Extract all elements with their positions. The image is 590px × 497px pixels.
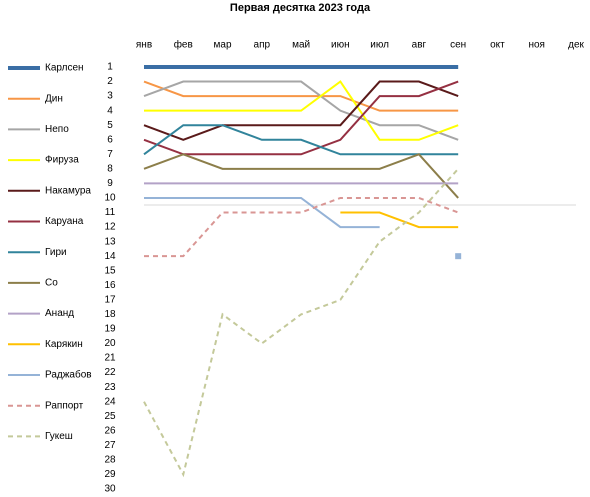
series-line — [143, 80, 459, 112]
x-tick-label: фев — [174, 39, 193, 51]
x-tick-label: май — [292, 40, 310, 51]
series-line — [340, 211, 459, 229]
y-tick-label: 30 — [104, 484, 116, 495]
x-tick-label: дек — [568, 40, 584, 51]
legend-label: Со — [45, 278, 58, 289]
legend-label: Гукеш — [45, 431, 73, 442]
legend-label: Карлсен — [45, 63, 84, 74]
y-tick-label: 5 — [107, 120, 113, 131]
y-tick-label: 3 — [107, 91, 113, 102]
x-tick-label: июн — [331, 40, 350, 51]
point — [455, 253, 462, 260]
series-line — [144, 196, 459, 258]
y-tick-label: 6 — [107, 134, 113, 145]
y-tick-label: 12 — [104, 222, 116, 233]
legend-label: Гири — [45, 247, 67, 258]
y-tick-label: 13 — [104, 236, 116, 247]
y-tick-label: 23 — [104, 382, 116, 393]
legend-label: Ананд — [45, 308, 74, 319]
x-tick-label: июл — [370, 40, 389, 51]
y-tick-label: 17 — [104, 294, 116, 305]
y-tick-label: 8 — [107, 164, 113, 175]
series-line — [144, 80, 459, 141]
series-line — [143, 80, 459, 141]
legend-label: Раппорт — [45, 400, 84, 411]
y-tick-label: 29 — [104, 469, 116, 480]
y-tick-label: 16 — [104, 280, 116, 291]
y-tick-label: 1 — [107, 62, 113, 73]
legend-label: Накамура — [45, 185, 91, 196]
legend-label: Раджабов — [45, 369, 92, 381]
y-tick-label: 25 — [104, 411, 116, 422]
x-tick-label: мар — [214, 40, 232, 51]
legend-label: Непо — [45, 124, 69, 135]
y-tick-label: 10 — [104, 193, 116, 204]
y-tick-label: 27 — [104, 440, 116, 451]
y-tick-label: 9 — [107, 178, 113, 189]
legend-label: Каруана — [45, 216, 84, 227]
chart-title: Первая десятка 2023 года — [230, 2, 371, 14]
y-tick-label: 14 — [104, 251, 116, 262]
x-tick-label: апр — [254, 40, 271, 51]
y-tick-label: 24 — [104, 396, 116, 407]
legend-label: Карякин — [45, 339, 83, 350]
series-line — [143, 168, 459, 478]
series-line — [143, 124, 459, 156]
x-tick-label: авг — [412, 40, 427, 51]
y-tick-label: 4 — [107, 105, 113, 116]
x-tick-label: окт — [490, 40, 505, 51]
y-tick-label: 19 — [104, 324, 116, 335]
y-tick-label: 22 — [104, 367, 116, 378]
x-tick-label: янв — [136, 40, 152, 51]
legend-label: Фируза — [45, 155, 79, 166]
series-line — [144, 196, 380, 229]
y-tick-label: 11 — [105, 207, 116, 218]
y-tick-label: 2 — [107, 76, 113, 87]
y-tick-label: 20 — [104, 338, 116, 349]
y-tick-label: 21 — [104, 353, 116, 364]
series-line — [143, 153, 459, 199]
y-tick-label: 26 — [104, 425, 116, 436]
y-tick-label: 7 — [107, 149, 113, 160]
y-tick-label: 15 — [104, 265, 116, 276]
x-tick-label: ноя — [528, 40, 545, 51]
x-tick-label: сен — [450, 40, 466, 51]
series-line — [143, 80, 459, 156]
y-tick-label: 28 — [104, 455, 116, 466]
y-tick-label: 18 — [104, 309, 116, 320]
series-line — [143, 80, 459, 141]
legend-label: Дин — [45, 93, 63, 104]
